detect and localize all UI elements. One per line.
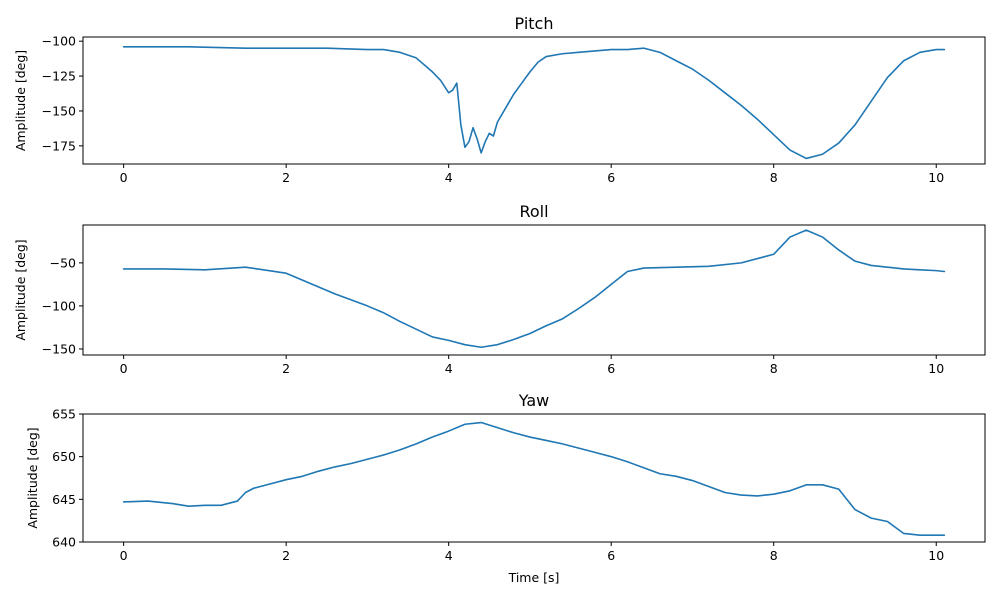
roll-x-tick-label: 2 (282, 361, 290, 376)
pitch-x-tick-label: 10 (928, 170, 944, 185)
pitch-chart-title: Pitch (515, 14, 554, 33)
pitch-y-tick-label: −150 (42, 103, 76, 118)
roll-x-tick-label: 0 (120, 361, 128, 376)
roll-axes-frame (82, 224, 986, 356)
roll-y-tick-label: −150 (42, 341, 76, 356)
roll-chart: 0 2 4 6 8 10 −150 −100 −50 Roll Amplitude [deg] (13, 202, 986, 376)
pitch-x-tick-label: 6 (607, 170, 615, 185)
roll-y-axis-label: Amplitude [deg] (13, 239, 28, 340)
yaw-x-tick-label: 8 (770, 548, 778, 563)
yaw-x-tick-label: 6 (607, 548, 615, 563)
yaw-y-tick-label: 640 (52, 535, 76, 550)
roll-y-tick-label: −50 (50, 255, 76, 270)
roll-chart-title: Roll (519, 202, 548, 221)
pitch-y-tick-label: −175 (42, 138, 76, 153)
pitch-x-tick-label: 0 (120, 170, 128, 185)
roll-series-line-0 (122, 229, 946, 349)
yaw-x-tick-label: 10 (928, 548, 944, 563)
yaw-axes-frame (82, 413, 986, 543)
roll-x-tick-label: 8 (770, 361, 778, 376)
pitch-chart: 0 2 4 6 8 10 −175 −150 −125 −100 Pitch Amplitude [d… (13, 14, 986, 185)
pitch-y-tick-label: −125 (42, 69, 76, 84)
yaw-x-tick-label: 4 (445, 548, 453, 563)
yaw-x-tick-label: 0 (120, 548, 128, 563)
roll-y-tick-label: −100 (42, 298, 76, 313)
yaw-y-tick-label: 645 (52, 492, 76, 507)
yaw-chart: 0 2 4 6 8 10 640 645 650 655 Yaw Amplitude [deg] Tim… (25, 391, 986, 585)
pitch-x-tick-label: 2 (282, 170, 290, 185)
yaw-y-tick-label: 655 (52, 407, 76, 422)
pitch-axes-frame (82, 36, 986, 165)
yaw-x-axis-label: Time [s] (508, 570, 560, 585)
pitch-series-line-0 (122, 45, 946, 160)
pitch-y-axis-label: Amplitude [deg] (13, 50, 28, 151)
pitch-x-tick-label: 4 (445, 170, 453, 185)
pitch-x-tick-label: 8 (770, 170, 778, 185)
yaw-y-tick-label: 650 (52, 449, 76, 464)
yaw-series-line-0 (122, 421, 946, 536)
roll-x-tick-label: 4 (445, 361, 453, 376)
yaw-chart-title: Yaw (518, 391, 549, 410)
roll-x-tick-label: 10 (928, 361, 944, 376)
pitch-y-tick-label: −100 (42, 34, 76, 49)
yaw-x-tick-label: 2 (282, 548, 290, 563)
yaw-y-axis-label: Amplitude [deg] (25, 427, 40, 528)
roll-x-tick-label: 6 (607, 361, 615, 376)
charts: 0 2 4 6 8 10 −175 −150 −125 −100 Pitch Amplitude [d… (13, 14, 986, 585)
